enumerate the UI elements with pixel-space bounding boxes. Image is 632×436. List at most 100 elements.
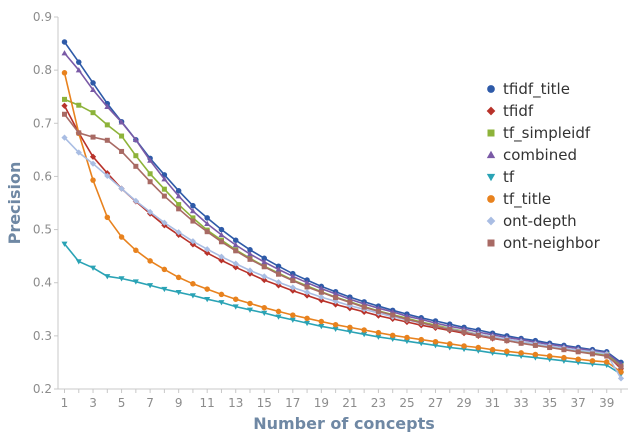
data-point bbox=[275, 282, 282, 289]
data-point bbox=[232, 241, 239, 248]
data-point bbox=[261, 310, 268, 317]
data-point bbox=[304, 284, 310, 290]
series-line bbox=[63, 137, 622, 379]
data-point bbox=[161, 286, 168, 293]
x-tick-label: 15 bbox=[257, 396, 272, 410]
data-point bbox=[233, 248, 239, 254]
data-point bbox=[161, 266, 168, 273]
data-point bbox=[218, 231, 225, 238]
data-point bbox=[575, 356, 581, 362]
data-point bbox=[76, 102, 82, 108]
data-point bbox=[618, 364, 624, 370]
data-point bbox=[333, 295, 339, 301]
legend-label: tf_simpleidf bbox=[503, 124, 591, 143]
data-point bbox=[303, 292, 311, 299]
x-tick-label: 17 bbox=[285, 396, 300, 410]
data-point bbox=[147, 208, 154, 216]
data-point bbox=[261, 304, 268, 311]
data-point bbox=[332, 321, 339, 328]
series-tfidf_title bbox=[61, 39, 624, 366]
y-tick-label: 0.8 bbox=[33, 63, 52, 77]
data-point bbox=[347, 299, 353, 305]
data-point bbox=[133, 163, 139, 169]
legend-label: tfidf_title bbox=[503, 80, 570, 99]
data-point bbox=[375, 308, 381, 314]
series-tf bbox=[61, 241, 624, 378]
data-point bbox=[361, 327, 367, 333]
data-point bbox=[89, 160, 97, 167]
data-point bbox=[475, 344, 482, 351]
legend-label: tf bbox=[503, 168, 515, 186]
data-point bbox=[61, 134, 68, 141]
data-point bbox=[232, 296, 239, 302]
data-point bbox=[161, 186, 167, 192]
data-point bbox=[118, 276, 125, 282]
data-point bbox=[275, 314, 282, 320]
series-line bbox=[63, 243, 622, 375]
data-point bbox=[62, 111, 67, 117]
y-axis-title: Precision bbox=[5, 162, 24, 245]
x-tick-label: 13 bbox=[228, 396, 243, 410]
x-tick-label: 25 bbox=[399, 396, 414, 410]
data-point bbox=[304, 320, 311, 327]
data-point bbox=[261, 273, 268, 280]
y-tick-label: 0.5 bbox=[33, 223, 52, 237]
x-tick-label: 1 bbox=[61, 396, 69, 410]
legend-item: tf bbox=[486, 168, 515, 186]
data-point bbox=[175, 193, 182, 199]
data-point bbox=[76, 59, 82, 65]
data-point bbox=[390, 312, 396, 318]
data-point bbox=[532, 351, 539, 358]
data-point bbox=[161, 219, 168, 226]
legend-item: ont-depth bbox=[486, 212, 577, 230]
data-point bbox=[147, 283, 154, 289]
legend-marker bbox=[487, 85, 495, 93]
x-tick-label: 19 bbox=[314, 396, 329, 410]
data-point bbox=[275, 308, 282, 315]
data-point bbox=[104, 172, 111, 179]
data-point bbox=[204, 215, 210, 221]
data-point bbox=[289, 317, 296, 323]
legend-label: tf_title bbox=[503, 190, 551, 209]
data-point bbox=[247, 251, 253, 257]
data-point bbox=[232, 264, 239, 271]
data-point bbox=[490, 335, 496, 341]
data-point bbox=[218, 257, 225, 264]
data-point bbox=[275, 263, 282, 269]
data-point bbox=[175, 274, 182, 281]
data-point bbox=[176, 206, 182, 212]
legend-label: tfidf bbox=[503, 102, 534, 120]
legend-label: ont-depth bbox=[503, 212, 577, 230]
data-point bbox=[189, 207, 196, 214]
y-axis-ticks: 0.2 0.3 0.4 0.5 0.6 0.7 0.8 0.9 bbox=[33, 10, 58, 396]
y-tick-label: 0.2 bbox=[33, 382, 52, 396]
data-point bbox=[147, 258, 153, 264]
data-point bbox=[518, 340, 524, 346]
data-point bbox=[104, 103, 111, 110]
data-point bbox=[289, 273, 296, 279]
data-point bbox=[61, 102, 68, 109]
legend-item: ont-neighbor bbox=[487, 234, 601, 252]
data-point bbox=[118, 185, 125, 192]
x-tick-label: 23 bbox=[371, 396, 386, 410]
data-point bbox=[375, 329, 382, 336]
data-point bbox=[147, 157, 154, 163]
data-point bbox=[304, 315, 310, 322]
data-point bbox=[104, 137, 110, 143]
data-point bbox=[90, 80, 96, 86]
y-tick-label: 0.3 bbox=[33, 329, 52, 343]
data-point bbox=[518, 350, 524, 356]
data-point bbox=[204, 286, 210, 292]
legend-marker bbox=[486, 216, 496, 226]
data-point bbox=[332, 290, 339, 297]
data-point bbox=[289, 284, 296, 291]
data-point bbox=[418, 336, 424, 343]
data-point bbox=[62, 96, 67, 102]
legend-item: tf_simpleidf bbox=[487, 124, 591, 143]
data-point bbox=[261, 276, 268, 284]
data-point bbox=[504, 338, 510, 344]
data-point bbox=[75, 67, 82, 73]
legend-marker bbox=[487, 239, 495, 247]
